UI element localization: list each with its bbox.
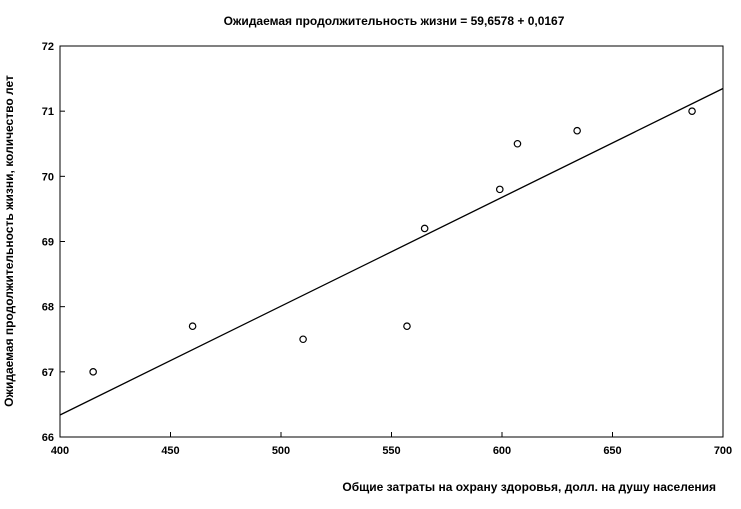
y-tick-label: 71 <box>42 106 54 118</box>
y-tick-label: 72 <box>42 41 54 53</box>
y-tick-label: 70 <box>42 171 54 183</box>
data-points <box>89 107 696 376</box>
data-point <box>495 185 504 194</box>
x-axis: 400 450 500 550 600 650 700 <box>51 432 732 457</box>
y-tick-label: 68 <box>42 302 54 314</box>
data-point <box>688 107 696 115</box>
regression-line <box>59 87 724 416</box>
data-point <box>513 139 522 148</box>
x-tick-label: 400 <box>51 445 69 457</box>
plot-frame <box>59 45 724 438</box>
x-axis-label: Общие затраты на охрану здоровья, долл. … <box>342 480 716 494</box>
data-point <box>420 224 429 233</box>
y-axis: 66 67 68 69 70 71 72 <box>42 41 65 444</box>
data-point <box>403 322 411 331</box>
y-tick-label: 66 <box>42 432 54 444</box>
data-point <box>299 335 307 344</box>
data-point <box>573 126 581 135</box>
chart-title: Ожидаемая продолжительность жизни = 59,6… <box>224 14 565 28</box>
x-tick-label: 600 <box>493 445 511 457</box>
x-tick-label: 650 <box>603 445 621 457</box>
x-tick-label: 550 <box>382 445 400 457</box>
y-tick-label: 69 <box>42 237 54 249</box>
x-tick-label: 450 <box>161 445 179 457</box>
y-axis-label: Ожидаемая продолжительность жизни, колич… <box>2 75 16 407</box>
x-tick-label: 500 <box>272 445 290 457</box>
y-tick-label: 67 <box>42 367 54 379</box>
data-point <box>188 322 197 331</box>
x-tick-label: 700 <box>714 445 732 457</box>
data-point <box>89 368 97 376</box>
